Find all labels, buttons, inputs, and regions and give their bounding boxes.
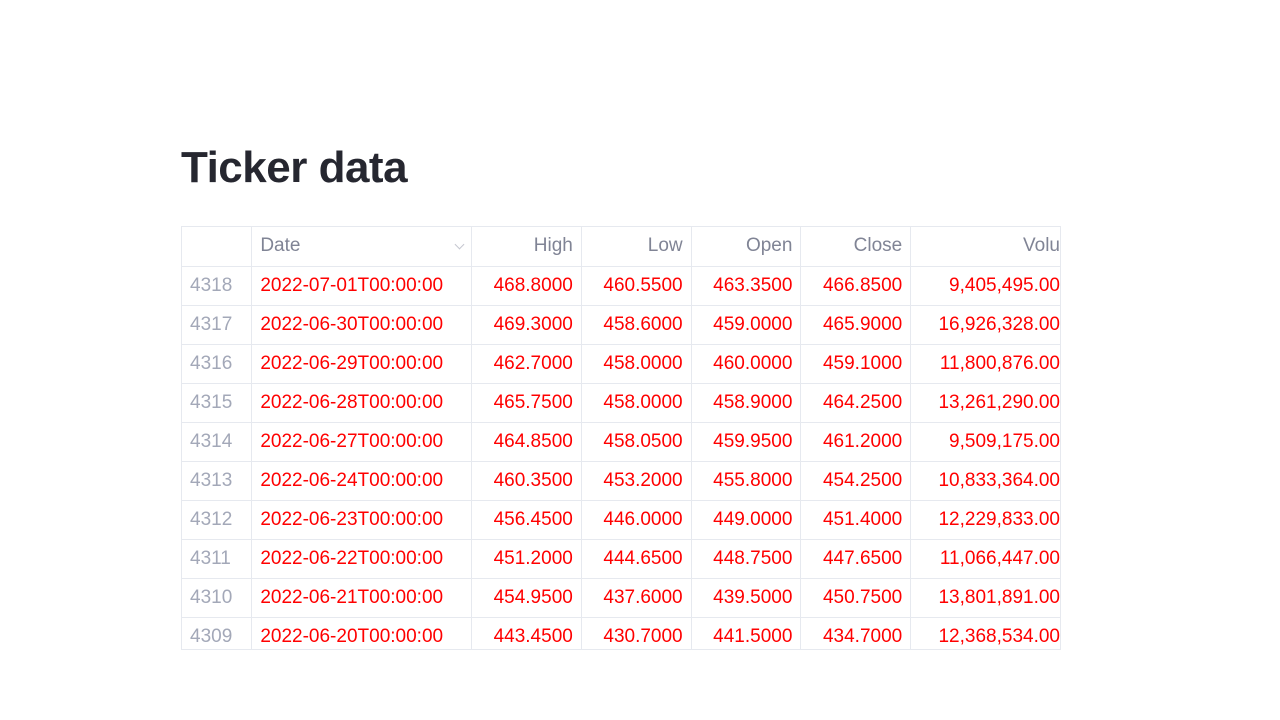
open-cell[interactable]: 458.9000 — [691, 383, 802, 423]
date-cell[interactable]: 2022-06-21T00:00:00 — [251, 578, 473, 618]
date-cell[interactable]: 2022-06-30T00:00:00 — [251, 305, 473, 345]
close-cell[interactable]: 451.4000 — [800, 500, 912, 540]
index-column-header — [182, 227, 253, 267]
open-cell[interactable]: 455.8000 — [691, 461, 802, 501]
date-cell[interactable]: 2022-06-28T00:00:00 — [251, 383, 473, 423]
row-index[interactable]: 4309 — [182, 617, 253, 649]
open-cell[interactable]: 459.0000 — [691, 305, 802, 345]
low-cell[interactable]: 453.2000 — [581, 461, 692, 501]
chevron-down-icon[interactable] — [454, 239, 465, 250]
open-cell[interactable]: 459.9500 — [691, 422, 802, 462]
table-row[interactable]: 4310 2022-06-21T00:00:00 454.9500 437.6000 4… — [182, 578, 1061, 618]
table-body: 4318 2022-07-01T00:00:00 468.8000 460.5500 4… — [182, 266, 1061, 649]
page-title: Ticker data — [181, 143, 408, 192]
volume-cell[interactable]: 11,066,447.00 — [910, 539, 1061, 579]
row-index[interactable]: 4311 — [182, 539, 253, 579]
header-row: Date High Low Open Close Volu — [182, 227, 1061, 267]
low-cell[interactable]: 458.0000 — [581, 344, 692, 384]
open-cell[interactable]: 463.3500 — [691, 266, 802, 306]
column-header-date[interactable]: Date — [251, 227, 473, 267]
table-row[interactable]: 4318 2022-07-01T00:00:00 468.8000 460.5500 4… — [182, 266, 1061, 306]
row-index[interactable]: 4317 — [182, 305, 253, 345]
column-header-high[interactable]: High — [471, 227, 582, 267]
high-cell[interactable]: 464.8500 — [471, 422, 582, 462]
low-cell[interactable]: 458.0500 — [581, 422, 692, 462]
close-cell[interactable]: 459.1000 — [800, 344, 912, 384]
high-cell[interactable]: 443.4500 — [471, 617, 582, 649]
column-header-open[interactable]: Open — [691, 227, 802, 267]
column-header-label: Date — [260, 235, 301, 257]
high-cell[interactable]: 451.2000 — [471, 539, 582, 579]
row-index[interactable]: 4310 — [182, 578, 253, 618]
high-cell[interactable]: 460.3500 — [471, 461, 582, 501]
row-index[interactable]: 4314 — [182, 422, 253, 462]
low-cell[interactable]: 458.0000 — [581, 383, 692, 423]
data-table: Date High Low Open Close Volu 4318 2022-0… — [182, 227, 1061, 649]
row-index[interactable]: 4318 — [182, 266, 253, 306]
column-header-volume[interactable]: Volu — [910, 227, 1061, 267]
table-row[interactable]: 4314 2022-06-27T00:00:00 464.8500 458.0500 4… — [182, 422, 1061, 462]
date-cell[interactable]: 2022-07-01T00:00:00 — [251, 266, 473, 306]
row-index[interactable]: 4315 — [182, 383, 253, 423]
close-cell[interactable]: 464.2500 — [800, 383, 912, 423]
date-cell[interactable]: 2022-06-27T00:00:00 — [251, 422, 473, 462]
row-index[interactable]: 4313 — [182, 461, 253, 501]
volume-cell[interactable]: 10,833,364.00 — [910, 461, 1061, 501]
table-row[interactable]: 4317 2022-06-30T00:00:00 469.3000 458.6000 4… — [182, 305, 1061, 345]
volume-cell[interactable]: 12,229,833.00 — [910, 500, 1061, 540]
high-cell[interactable]: 454.9500 — [471, 578, 582, 618]
low-cell[interactable]: 430.7000 — [581, 617, 692, 649]
low-cell[interactable]: 458.6000 — [581, 305, 692, 345]
table-row[interactable]: 4309 2022-06-20T00:00:00 443.4500 430.7000 4… — [182, 617, 1061, 649]
volume-cell[interactable]: 16,926,328.00 — [910, 305, 1061, 345]
table-row[interactable]: 4313 2022-06-24T00:00:00 460.3500 453.2000 4… — [182, 461, 1061, 501]
volume-cell[interactable]: 9,509,175.00 — [910, 422, 1061, 462]
close-cell[interactable]: 447.6500 — [800, 539, 912, 579]
low-cell[interactable]: 437.6000 — [581, 578, 692, 618]
low-cell[interactable]: 460.5500 — [581, 266, 692, 306]
volume-cell[interactable]: 11,800,876.00 — [910, 344, 1061, 384]
open-cell[interactable]: 449.0000 — [691, 500, 802, 540]
open-cell[interactable]: 448.7500 — [691, 539, 802, 579]
table-row[interactable]: 4316 2022-06-29T00:00:00 462.7000 458.0000 4… — [182, 344, 1061, 384]
open-cell[interactable]: 439.5000 — [691, 578, 802, 618]
close-cell[interactable]: 466.8500 — [800, 266, 912, 306]
date-cell[interactable]: 2022-06-23T00:00:00 — [251, 500, 473, 540]
volume-cell[interactable]: 13,801,891.00 — [910, 578, 1061, 618]
row-index[interactable]: 4316 — [182, 344, 253, 384]
close-cell[interactable]: 454.2500 — [800, 461, 912, 501]
low-cell[interactable]: 444.6500 — [581, 539, 692, 579]
close-cell[interactable]: 465.9000 — [800, 305, 912, 345]
low-cell[interactable]: 446.0000 — [581, 500, 692, 540]
high-cell[interactable]: 468.8000 — [471, 266, 582, 306]
open-cell[interactable]: 460.0000 — [691, 344, 802, 384]
table-row[interactable]: 4315 2022-06-28T00:00:00 465.7500 458.0000 4… — [182, 383, 1061, 423]
data-grid[interactable]: Date High Low Open Close Volu 4318 2022-0… — [181, 226, 1061, 650]
open-cell[interactable]: 441.5000 — [691, 617, 802, 649]
date-cell[interactable]: 2022-06-24T00:00:00 — [251, 461, 473, 501]
date-cell[interactable]: 2022-06-20T00:00:00 — [251, 617, 473, 649]
table-row[interactable]: 4311 2022-06-22T00:00:00 451.2000 444.6500 4… — [182, 539, 1061, 579]
high-cell[interactable]: 456.4500 — [471, 500, 582, 540]
volume-cell[interactable]: 9,405,495.00 — [910, 266, 1061, 306]
close-cell[interactable]: 461.2000 — [800, 422, 912, 462]
volume-cell[interactable]: 12,368,534.00 — [910, 617, 1061, 649]
close-cell[interactable]: 434.7000 — [800, 617, 912, 649]
volume-cell[interactable]: 13,261,290.00 — [910, 383, 1061, 423]
column-header-close[interactable]: Close — [800, 227, 912, 267]
table-row[interactable]: 4312 2022-06-23T00:00:00 456.4500 446.0000 4… — [182, 500, 1061, 540]
close-cell[interactable]: 450.7500 — [800, 578, 912, 618]
date-cell[interactable]: 2022-06-22T00:00:00 — [251, 539, 473, 579]
high-cell[interactable]: 469.3000 — [471, 305, 582, 345]
date-cell[interactable]: 2022-06-29T00:00:00 — [251, 344, 473, 384]
column-header-low[interactable]: Low — [581, 227, 692, 267]
high-cell[interactable]: 462.7000 — [471, 344, 582, 384]
high-cell[interactable]: 465.7500 — [471, 383, 582, 423]
row-index[interactable]: 4312 — [182, 500, 253, 540]
